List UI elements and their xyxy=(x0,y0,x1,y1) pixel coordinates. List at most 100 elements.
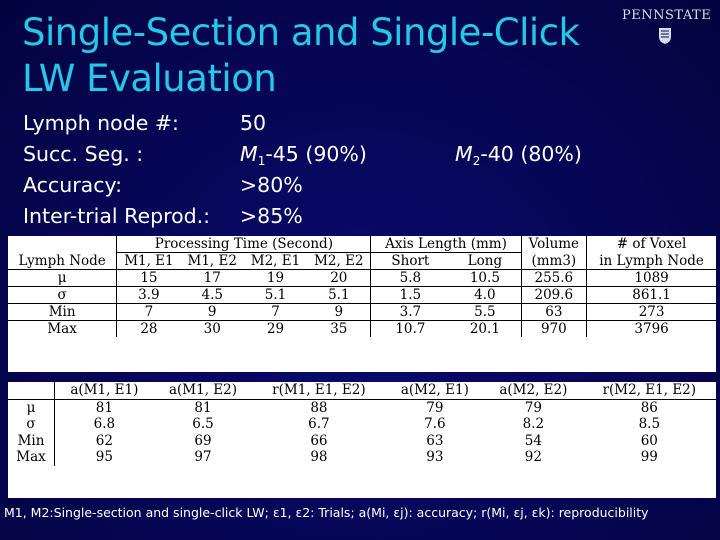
table-cell: 7 xyxy=(116,303,181,321)
table-cell: 5.8 xyxy=(370,269,450,287)
table-cell: 66 xyxy=(310,432,328,449)
table-cell: 54 xyxy=(524,432,542,449)
table-cell: 1.5 xyxy=(370,286,450,304)
stat-value: >80% xyxy=(240,173,303,197)
slide-caption: M1, M2:Single-section and single-click L… xyxy=(4,505,649,520)
penn-state-logo: PENNSTATE xyxy=(622,8,712,56)
table-cell: 10.5 xyxy=(469,270,500,286)
table-row: μ 81 81 88 79 79 86 xyxy=(8,399,716,416)
table-cell: 10.7 xyxy=(370,320,450,337)
row-label: Min xyxy=(48,304,76,320)
table-cell: 273 xyxy=(586,303,716,321)
stat-value-m2: M2-40 (80%) xyxy=(455,142,582,168)
table-cell: 69 xyxy=(194,432,212,449)
table-cell: 7 xyxy=(271,304,280,320)
column-header: M2, E1 xyxy=(243,252,308,270)
column-header: a(M2, E1) xyxy=(400,382,469,398)
table-row: σ 3.9 4.5 5.1 5.1 1.5 4.0 209.6 861.1 xyxy=(8,286,716,304)
table-row: Min 62 69 66 63 54 60 xyxy=(8,432,716,449)
column-header: a(M2, E2) xyxy=(499,382,568,398)
column-header: Long xyxy=(449,252,522,270)
table-cell: 79 xyxy=(524,399,542,416)
table-cell: 15 xyxy=(116,269,181,287)
table-cell: 6.5 xyxy=(192,416,214,432)
column-header: r(M2, E1, E2) xyxy=(602,382,697,398)
group-header: Processing Time (Second) xyxy=(116,236,371,253)
table-cell: 7.6 xyxy=(424,416,446,432)
row-header: Lymph Node xyxy=(18,252,106,269)
table-cell: 79 xyxy=(426,399,444,416)
row-label: μ xyxy=(57,270,67,286)
table-cell: 86 xyxy=(640,399,658,416)
table-cell: 35 xyxy=(330,321,348,337)
table-row: Min 7 9 7 9 3.7 5.5 63 273 xyxy=(8,303,716,321)
group-header: # of Voxel xyxy=(586,236,716,253)
table-cell: 92 xyxy=(524,449,542,465)
table-cell: 81 xyxy=(53,399,154,416)
table-cell: 29 xyxy=(266,321,285,337)
stat-label: Lymph node #: xyxy=(23,111,179,135)
table-row: μ 15 17 19 20 5.8 10.5 255.6 1089 xyxy=(8,269,716,287)
column-header: Short xyxy=(370,252,450,270)
table-cell: 98 xyxy=(310,449,328,465)
table-cell: 1089 xyxy=(586,269,716,287)
table-cell: 3796 xyxy=(586,320,716,337)
group-header: Volume xyxy=(520,236,587,253)
table-cell: 4.5 xyxy=(201,287,223,303)
table-cell: 6.8 xyxy=(53,416,154,433)
accuracy-table-panel: a(M1, E1) a(M1, E2) r(M1, E1, E2) a(M2, … xyxy=(8,382,716,498)
table-cell: 6.7 xyxy=(308,416,330,432)
row-label: μ xyxy=(26,399,36,416)
column-header: M1, E1 xyxy=(116,252,181,270)
table-cell: 20.1 xyxy=(469,321,500,337)
row-label: σ xyxy=(57,287,67,303)
table-cell: 17 xyxy=(203,270,221,286)
table-cell: 28 xyxy=(116,320,181,337)
table-row: Max 28 30 29 35 10.7 20.1 970 3796 xyxy=(8,320,716,337)
stat-value: >85% xyxy=(240,204,303,228)
accuracy-table: a(M1, E1) a(M1, E2) r(M1, E1, E2) a(M2, … xyxy=(8,382,716,466)
table-row: Max 95 97 98 93 92 99 xyxy=(8,449,716,466)
row-label: Max xyxy=(16,449,46,465)
table-cell: 88 xyxy=(310,399,328,416)
column-header: r(M1, E1, E2) xyxy=(272,382,366,398)
table-cell: 95 xyxy=(53,449,154,466)
table-cell: 9 xyxy=(207,304,217,320)
row-label: σ xyxy=(26,416,36,432)
table-cell: 93 xyxy=(426,449,444,465)
stat-label: Inter-trial Reprod.: xyxy=(23,204,211,228)
processing-time-table: Processing Time (Second) Axis Length (mm… xyxy=(8,236,716,337)
table-cell: 20 xyxy=(330,270,348,286)
table-cell: 62 xyxy=(53,432,154,449)
table-cell: 63 xyxy=(426,432,444,449)
table-cell: 5.1 xyxy=(328,287,350,303)
stat-value: 50 xyxy=(240,111,267,135)
table-cell: 3.9 xyxy=(116,286,181,304)
row-label: Max xyxy=(47,321,77,337)
table-cell: 60 xyxy=(640,432,658,449)
slide-title: Single-Section and Single-Click LW Evalu… xyxy=(22,11,580,100)
table-corner xyxy=(8,382,55,399)
table-body: μ 81 81 88 79 79 86 σ 6.8 6.5 6.7 7.6 8.2 8.5 Min 62 69 6… xyxy=(8,399,716,466)
table-cell: 3.7 xyxy=(370,303,450,321)
processing-time-table-panel: Processing Time (Second) Axis Length (mm… xyxy=(8,236,716,372)
column-header: a(M1, E1) xyxy=(53,382,154,399)
table-cell: 63 xyxy=(520,303,587,321)
group-header: Axis Length (mm) xyxy=(370,236,522,253)
stat-label: Succ. Seg. : xyxy=(23,142,144,166)
column-header: a(M1, E2) xyxy=(168,382,237,398)
table-row: σ 6.8 6.5 6.7 7.6 8.2 8.5 xyxy=(8,416,716,433)
table-cell: 970 xyxy=(520,320,587,337)
stat-value-m1: M1-45 (90%) xyxy=(240,142,367,168)
table-cell: 255.6 xyxy=(520,269,587,287)
table-cell: 99 xyxy=(640,449,658,465)
table-body: μ 15 17 19 20 5.8 10.5 255.6 1089 σ 3.9 4.5 5.1 5.1 1.… xyxy=(8,269,716,337)
column-header: M1, E2 xyxy=(180,252,244,270)
logo-wordmark: PENNSTATE xyxy=(622,8,712,23)
column-header: M2, E2 xyxy=(307,252,371,270)
table-cell: 5.5 xyxy=(474,304,496,320)
table-cell: 861.1 xyxy=(586,286,716,304)
row-label: Min xyxy=(17,432,45,449)
stat-label: Accuracy: xyxy=(23,173,123,197)
table-cell: 81 xyxy=(194,399,212,416)
